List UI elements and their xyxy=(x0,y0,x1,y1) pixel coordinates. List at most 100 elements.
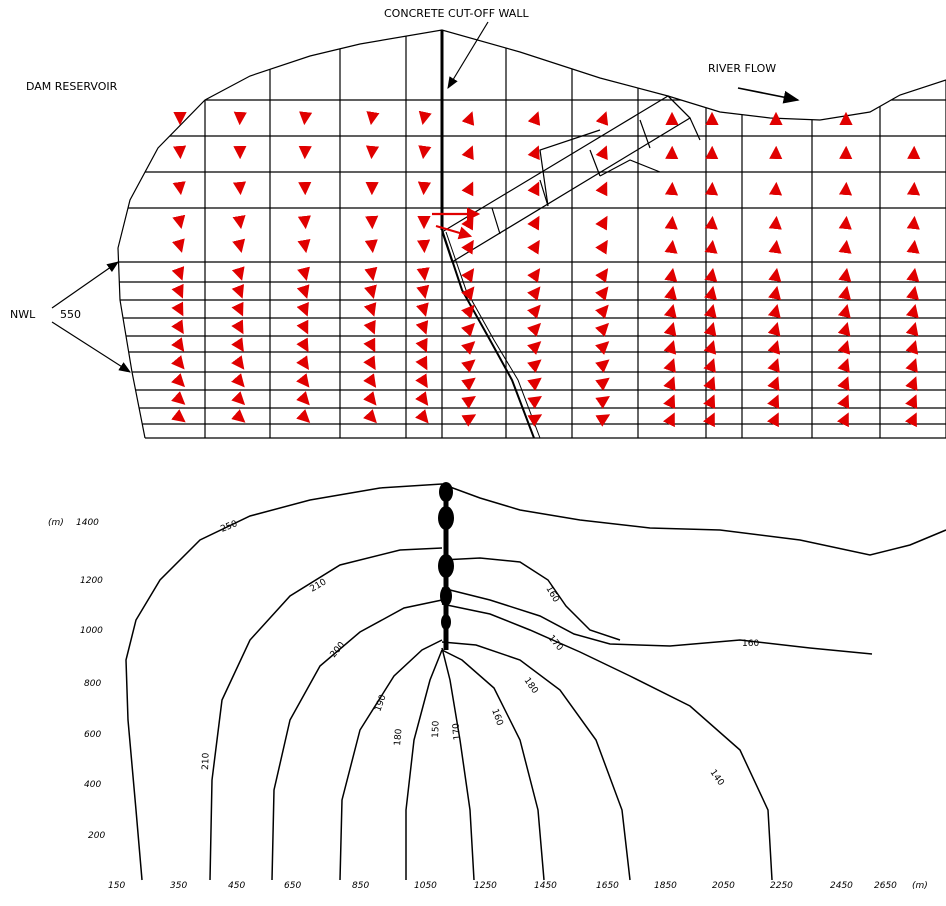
contour-170 xyxy=(441,647,475,881)
flow-vector xyxy=(663,358,676,373)
flow-vector xyxy=(595,414,611,427)
flow-vector xyxy=(171,301,184,317)
flow-vector xyxy=(296,284,310,299)
flow-vector xyxy=(767,322,781,337)
reservoir-label: DAM RESERVOIR xyxy=(26,80,118,93)
contour-panel: 250 210 200 190 180 170 210 160 170 180 … xyxy=(48,482,946,891)
flow-vector xyxy=(703,376,716,391)
contour-label: 200 xyxy=(329,640,348,660)
flow-vector xyxy=(415,337,428,353)
flow-vector xyxy=(703,340,717,355)
contour-150 xyxy=(441,641,631,881)
flow-vector xyxy=(703,394,716,410)
flow-vector xyxy=(297,215,311,230)
flow-vector xyxy=(527,341,542,355)
flow-vector xyxy=(232,215,246,230)
mesh-grid xyxy=(118,30,946,438)
y-tick: 1200 xyxy=(80,576,103,586)
flow-vector xyxy=(905,303,919,319)
flow-vector xyxy=(664,239,678,254)
flow-vector xyxy=(297,266,310,281)
flow-vector xyxy=(296,337,309,353)
flow-vector xyxy=(837,340,851,355)
flow-vector xyxy=(663,394,676,410)
flow-vector xyxy=(527,304,541,319)
flow-vector xyxy=(662,412,675,428)
flow-vector xyxy=(417,181,432,196)
flow-vector xyxy=(767,376,780,391)
flow-vector xyxy=(461,359,476,373)
flow-vector xyxy=(527,322,542,337)
domain-outline xyxy=(117,29,946,439)
flow-vector xyxy=(703,358,716,373)
y-tick: 400 xyxy=(84,780,101,790)
flow-vector xyxy=(704,215,718,230)
flow-vector xyxy=(299,111,313,126)
flow-vector xyxy=(416,239,431,254)
flow-vector xyxy=(461,181,474,197)
cutoff-wall-label: CONCRETE CUT-OFF WALL xyxy=(384,7,529,20)
mesh-panel: CONCRETE CUT-OFF WALL DAM RESERVOIR RIVE… xyxy=(10,7,946,439)
flow-vector xyxy=(768,181,783,196)
contour-160-upper xyxy=(441,587,873,655)
contour-label: 160 xyxy=(489,708,504,728)
flow-vector xyxy=(664,181,679,196)
flow-vector xyxy=(415,355,428,371)
flow-vector xyxy=(296,409,311,424)
flow-vector xyxy=(461,414,477,427)
flow-vector xyxy=(363,391,377,406)
x-tick: 1650 xyxy=(596,881,619,891)
river-flow-label: RIVER FLOW xyxy=(708,62,776,75)
flow-vector xyxy=(172,145,187,160)
flow-vector xyxy=(595,322,610,337)
flow-vector xyxy=(364,266,378,282)
flow-vector xyxy=(527,414,543,427)
flow-vector xyxy=(231,409,246,423)
contour-label: 160 xyxy=(543,585,560,605)
flow-vector xyxy=(363,319,376,335)
flow-vector xyxy=(171,283,184,299)
flow-vector xyxy=(703,322,717,337)
flow-vector xyxy=(704,267,718,283)
flow-vector xyxy=(231,373,245,388)
flow-vector xyxy=(296,319,309,335)
flow-vector xyxy=(595,286,609,301)
y-unit: (m) xyxy=(48,518,64,528)
flow-vector xyxy=(906,239,920,254)
flow-vector xyxy=(233,111,247,126)
flow-vector xyxy=(418,145,432,160)
contour-label: 180 xyxy=(393,728,404,746)
flow-vector xyxy=(418,110,432,126)
contour-190 xyxy=(339,639,443,881)
contour-label: 140 xyxy=(708,768,726,788)
flow-vector xyxy=(905,340,919,355)
flow-vector xyxy=(595,268,609,283)
flow-vector xyxy=(768,215,782,230)
flow-vector xyxy=(461,377,476,391)
x-tick: 2450 xyxy=(830,881,853,891)
y-tick: 600 xyxy=(84,730,101,740)
y-tick: 1000 xyxy=(80,626,103,636)
flow-vector xyxy=(768,285,782,301)
flow-vector xyxy=(663,303,677,319)
flow-vector xyxy=(836,412,849,428)
flow-vector xyxy=(837,376,850,391)
flow-vector xyxy=(366,111,380,126)
flow-vector xyxy=(767,303,781,319)
x-tick: 1250 xyxy=(474,881,497,891)
flow-vector xyxy=(296,355,310,370)
flow-vector xyxy=(704,181,719,196)
x-tick: 1050 xyxy=(414,881,437,891)
contour-200 xyxy=(271,599,443,881)
flow-vector xyxy=(231,355,245,370)
flow-vector xyxy=(904,412,917,428)
flow-vector xyxy=(363,355,376,371)
nwl-arrow-upper xyxy=(51,261,119,309)
flow-vector xyxy=(296,301,309,317)
flow-vector xyxy=(171,266,185,281)
flow-vector xyxy=(527,181,540,197)
y-axis: (m) 1400 1200 1000 800 600 400 200 xyxy=(48,518,105,841)
flow-vector xyxy=(837,394,850,410)
flow-vector xyxy=(905,394,918,410)
x-axis: (m) 150 350 450 650 850 1050 1250 1450 1650 1850 2… xyxy=(108,881,928,891)
